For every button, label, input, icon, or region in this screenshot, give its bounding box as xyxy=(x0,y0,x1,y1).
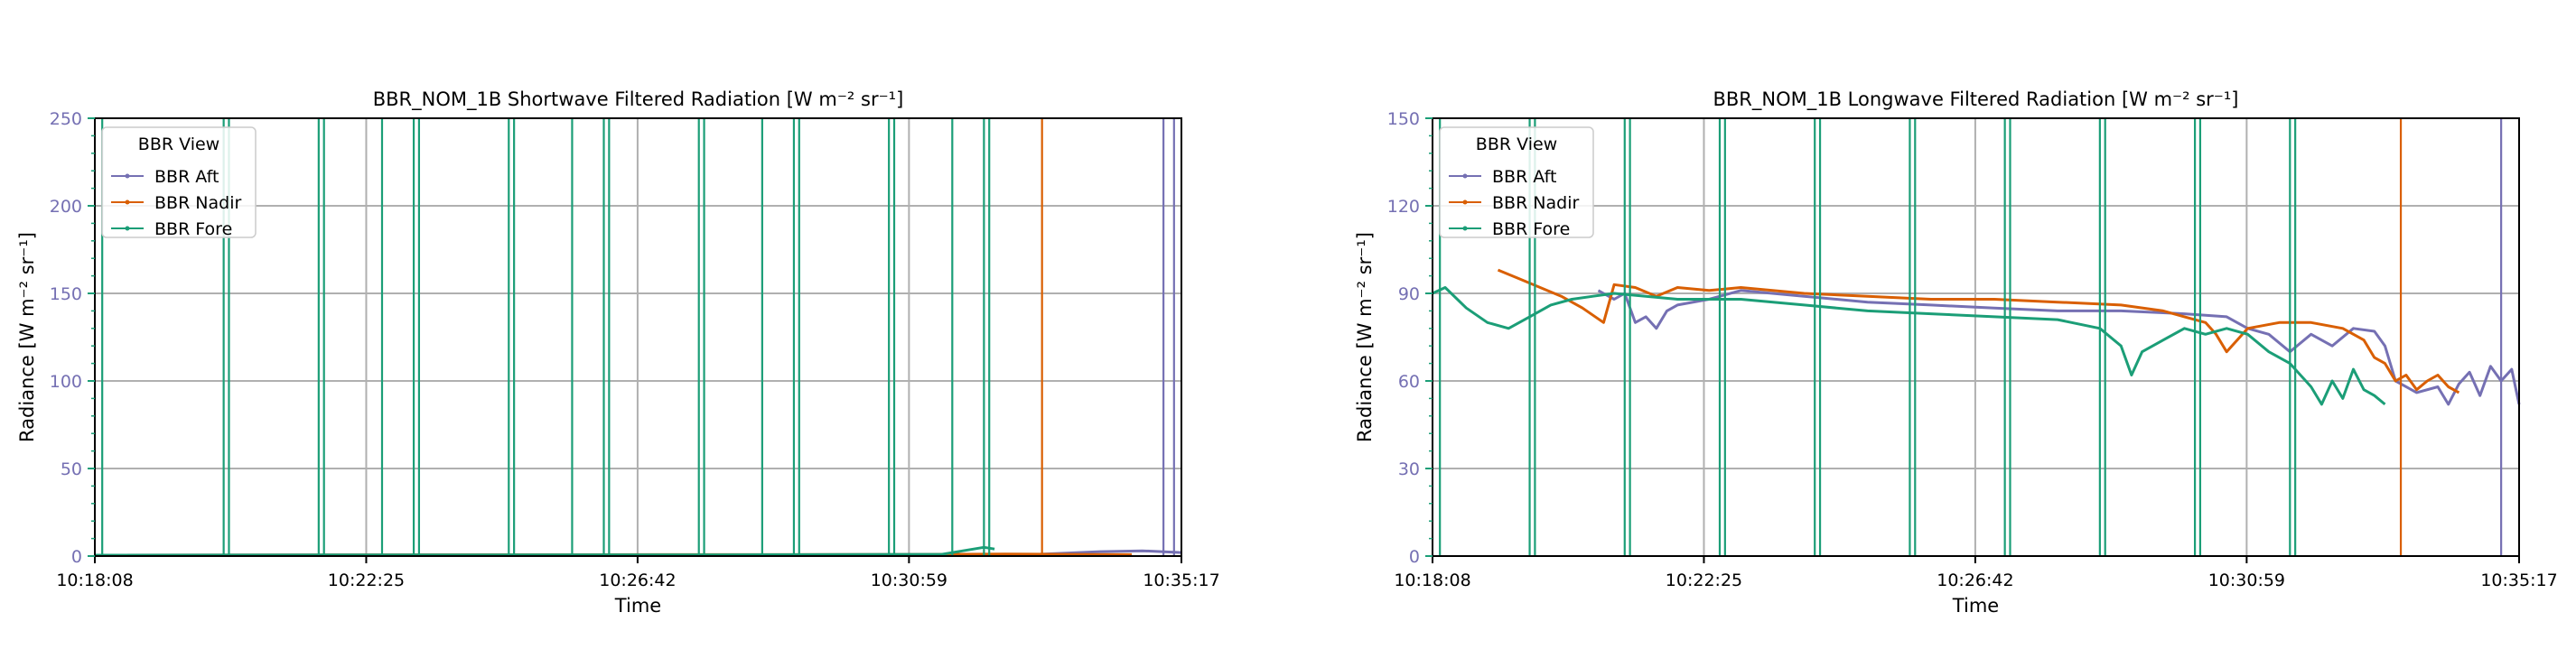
legend-title: BBR View xyxy=(138,135,219,154)
y-tick-label: 0 xyxy=(71,547,82,567)
y-axis-label: Radiance [W m⁻² sr⁻¹] xyxy=(1354,232,1376,442)
x-tick-label: 10:30:59 xyxy=(871,571,947,590)
legend-marker xyxy=(125,226,130,231)
x-axis-label: Time xyxy=(1952,595,1999,617)
legend-marker xyxy=(1462,226,1468,231)
y-axis-label: Radiance [W m⁻² sr⁻¹] xyxy=(16,232,38,442)
longwave-chart-panel: 10:18:08 10:22:25 10:26:42 10:30:59 10:35:17… xyxy=(1354,88,2558,617)
x-tick-label: 10:18:08 xyxy=(1394,571,1470,590)
y-axis: 0 50 100 150 200 250 xyxy=(50,109,95,567)
legend-entry-label: BBR Aft xyxy=(1492,167,1556,187)
x-tick-label: 10:30:59 xyxy=(2208,571,2285,590)
legend-title: BBR View xyxy=(1476,135,1557,154)
legend-marker xyxy=(125,173,130,179)
legend-entry-label: BBR Fore xyxy=(154,219,232,239)
legend-entry-label: BBR Nadir xyxy=(154,193,242,213)
legend: BBR View BBR Aft BBR Nadir BBR Fore xyxy=(101,126,257,239)
y-tick-label: 30 xyxy=(1398,459,1420,479)
y-tick-label: 60 xyxy=(1398,372,1420,392)
series-bbr-fore xyxy=(94,118,995,557)
x-axis: 10:18:08 10:22:25 10:26:42 10:30:59 10:35:17 xyxy=(56,556,1220,590)
legend-entry-label: BBR Nadir xyxy=(1492,193,1580,213)
y-tick-label: 150 xyxy=(1387,109,1420,129)
y-tick-label: 90 xyxy=(1398,284,1420,304)
legend-marker xyxy=(1462,199,1468,205)
x-tick-label: 10:26:42 xyxy=(1937,571,2013,590)
x-tick-label: 10:18:08 xyxy=(56,571,133,590)
y-tick-label: 120 xyxy=(1387,197,1420,217)
legend-box xyxy=(101,126,257,238)
series-bbr-nadir xyxy=(1497,118,2460,556)
chart-title: BBR_NOM_1B Longwave Filtered Radiation [… xyxy=(1713,88,2238,111)
legend-marker xyxy=(125,199,130,205)
legend: BBR View BBR Aft BBR Nadir BBR Fore xyxy=(1439,126,1594,239)
y-tick-label: 200 xyxy=(50,197,82,217)
x-axis: 10:18:08 10:22:25 10:26:42 10:30:59 10:35:17 xyxy=(1394,556,2558,590)
x-tick-label: 10:22:25 xyxy=(328,571,405,590)
y-axis: 0 30 60 90 120 150 xyxy=(1387,109,1433,567)
y-tick-label: 0 xyxy=(1409,547,1420,567)
series-bbr-aft xyxy=(1597,118,2521,556)
x-tick-label: 10:26:42 xyxy=(599,571,676,590)
legend-entry-label: BBR Aft xyxy=(154,167,219,187)
chart-title: BBR_NOM_1B Shortwave Filtered Radiation … xyxy=(373,88,904,111)
legend-box xyxy=(1439,126,1594,238)
series-bbr-fore xyxy=(1432,118,2386,556)
y-tick-label: 150 xyxy=(50,284,82,304)
legend-entry-label: BBR Fore xyxy=(1492,219,1570,239)
x-axis-label: Time xyxy=(614,595,661,617)
series-line xyxy=(1597,289,2521,406)
shortwave-chart-panel: 10:18:08 10:22:25 10:26:42 10:30:59 10:35:17… xyxy=(16,88,1220,617)
x-tick-label: 10:35:17 xyxy=(1143,571,1219,590)
y-tick-label: 50 xyxy=(61,459,82,479)
x-tick-label: 10:22:25 xyxy=(1666,571,1742,590)
legend-marker xyxy=(1462,173,1468,179)
y-tick-label: 250 xyxy=(50,109,82,129)
series-line xyxy=(1497,268,2460,394)
x-tick-label: 10:35:17 xyxy=(2480,571,2557,590)
y-tick-label: 100 xyxy=(50,372,82,392)
grid-lines xyxy=(94,117,1182,557)
